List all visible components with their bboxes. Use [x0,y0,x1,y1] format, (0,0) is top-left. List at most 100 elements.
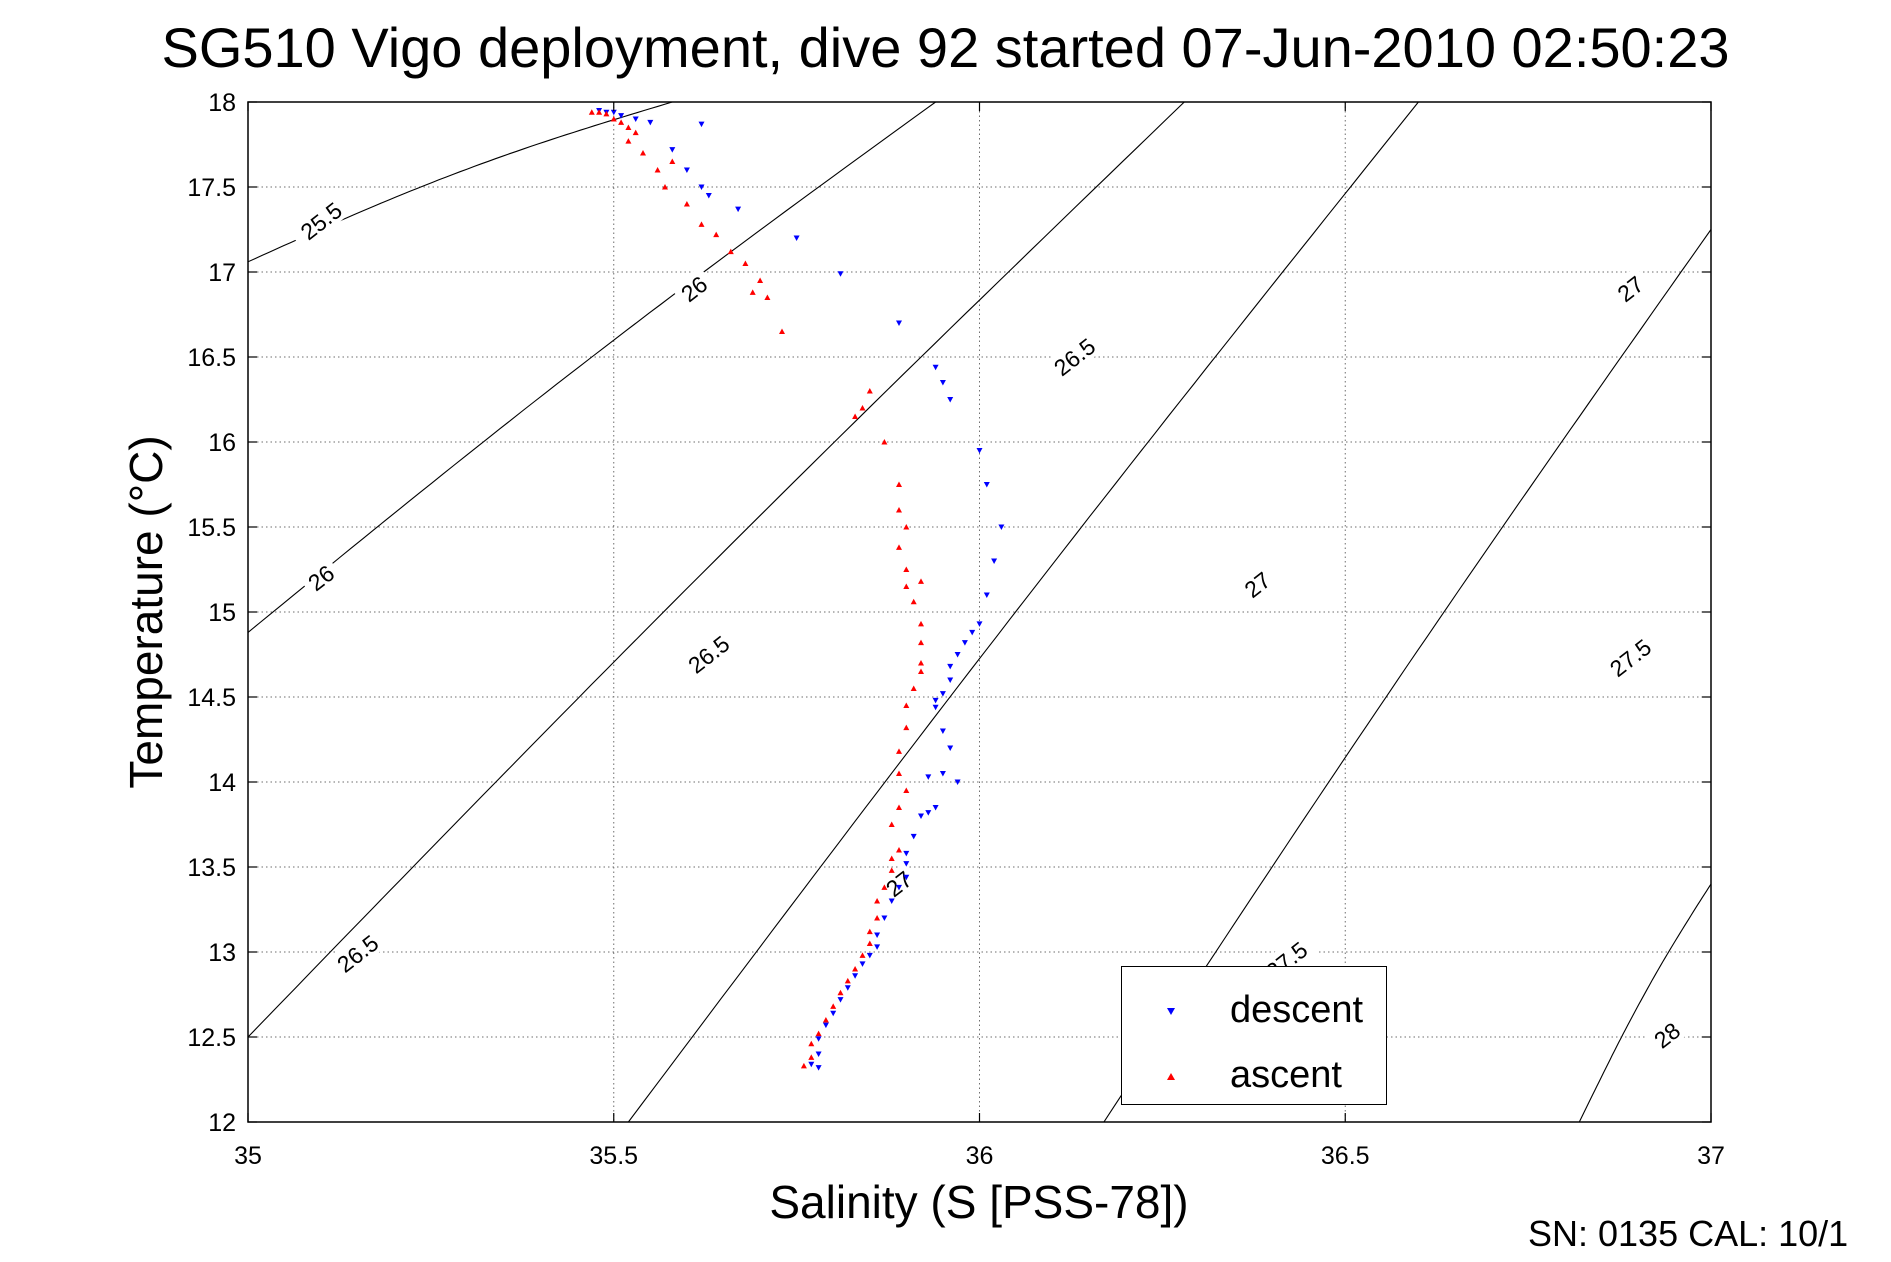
data-point-ascent [918,668,924,674]
data-point-descent [925,774,932,780]
data-point-ascent [800,1062,807,1069]
data-point-descent [932,697,939,704]
x-tick-label: 37 [1697,1142,1725,1170]
calibration-note: SN: 0135 CAL: 10/1 [1528,1213,1849,1254]
grid-lines [248,102,1711,1122]
data-point-descent [947,663,954,670]
contour-label-background [298,555,343,599]
triangle-down-icon [1167,1008,1175,1015]
data-point-descent [888,898,895,904]
contour-label-background [1644,1013,1689,1056]
data-point-ascent [866,940,873,946]
data-point-ascent [808,1040,815,1047]
data-point-descent [610,109,617,116]
legend: descent ascent [1121,966,1387,1105]
data-point-descent [954,652,961,658]
data-point-ascent [603,110,610,117]
data-point-descent [618,113,625,119]
data-point-ascent [918,639,924,646]
data-point-ascent [844,977,851,984]
data-point-descent [983,592,990,598]
y-tick-label: 16.5 [187,344,236,372]
data-point-ascent [683,201,690,207]
x-tick-label: 36.5 [1321,1142,1370,1170]
data-point-ascent [822,1017,829,1023]
data-point-descent [918,813,924,819]
data-point-ascent [852,413,859,419]
density-contour-line [627,102,1419,1122]
legend-label-ascent: ascent [1230,1054,1342,1096]
data-series [588,108,1005,1071]
y-tick-label: 15 [208,599,236,627]
data-point-descent [844,985,851,991]
data-point-descent [698,121,705,128]
data-point-descent [896,884,902,891]
data-point-ascent [888,867,895,873]
data-point-descent [998,524,1005,530]
contour-label-background [1596,627,1664,688]
data-point-ascent [625,138,632,144]
data-point-ascent [903,702,910,708]
y-tick-label: 12.5 [187,1024,236,1052]
data-point-descent [947,677,954,683]
data-point-descent [939,380,946,386]
density-contour-line [1578,883,1711,1122]
data-point-ascent [815,1030,822,1037]
data-point-descent [647,119,654,126]
axis-ticks: 35 35.5 36 36.5 37 12 12.5 13 13.5 14 14.5 15 15.5 16… [187,89,1725,1170]
data-point-ascent [903,566,910,572]
contour-label-background [1234,562,1280,606]
contour-label-background [674,623,742,684]
y-tick-label: 14 [208,769,236,797]
series-descent [596,108,1005,1071]
data-point-descent [852,973,859,979]
data-point-ascent [896,481,902,487]
density-contour-line [248,102,1185,1038]
data-point-descent [903,861,910,867]
data-point-descent [991,558,998,564]
data-point-ascent [903,787,910,793]
data-point-ascent [610,116,617,122]
data-point-descent [669,147,676,153]
data-point-ascent [888,855,895,861]
data-point-ascent [866,928,873,935]
x-axis-label: Salinity (S [PSS-78]) [769,1176,1188,1228]
data-point-descent [961,640,968,646]
data-point-ascent [896,507,902,513]
x-tick-label: 35.5 [589,1142,638,1170]
data-point-descent [859,961,866,967]
data-point-ascent [866,388,873,394]
data-point-descent [939,728,946,734]
data-point-ascent [808,1054,815,1060]
data-point-descent [815,1051,822,1057]
data-point-descent [881,915,888,921]
data-point-descent [822,1022,829,1029]
contour-label-background [287,190,354,251]
data-point-ascent [896,544,902,550]
x-tick-label: 35 [234,1142,262,1170]
data-point-ascent [618,119,625,125]
data-point-descent [932,805,939,811]
data-point-ascent [654,167,661,173]
data-point-descent [793,235,800,241]
data-point-descent [976,621,983,627]
y-tick-label: 17 [208,259,236,287]
data-point-descent [939,771,946,777]
y-tick-label: 15.5 [187,514,236,542]
data-point-ascent [918,578,924,584]
data-point-ascent [698,221,705,227]
data-point-descent [815,1065,822,1071]
data-point-ascent [713,231,720,238]
contour-label-background [876,861,921,905]
data-point-ascent [596,109,603,115]
data-point-ascent [859,952,866,958]
data-point-descent [837,271,844,277]
y-tick-label: 13.5 [187,854,236,882]
data-point-descent [925,810,932,816]
y-axis-label: Temperature (°C) [120,435,172,788]
contour-label-background [323,922,391,983]
data-point-descent [910,833,917,840]
data-point-ascent [881,439,888,445]
data-point-ascent [852,966,859,972]
